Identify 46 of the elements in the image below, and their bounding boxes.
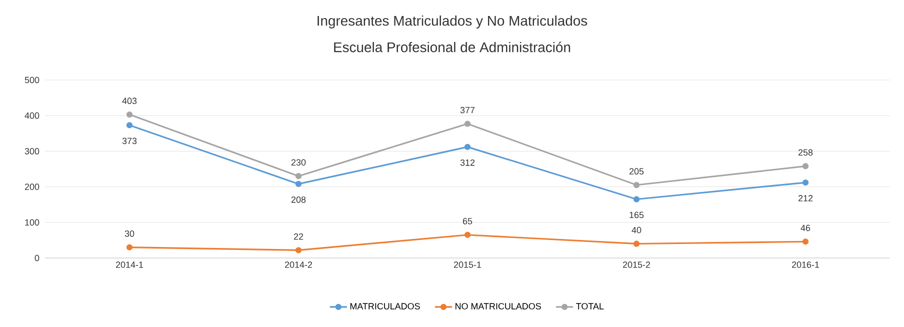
point xyxy=(802,163,809,170)
point xyxy=(126,111,133,118)
x-tick-label: 2015-1 xyxy=(454,262,482,268)
point xyxy=(126,122,133,128)
point xyxy=(802,238,809,245)
data-label: 208 xyxy=(291,196,306,203)
point xyxy=(295,247,302,254)
point xyxy=(633,182,640,188)
data-label: 40 xyxy=(632,226,642,234)
y-tick-label: 300 xyxy=(24,148,40,154)
point xyxy=(633,240,640,247)
x-tick-label: 2016-1 xyxy=(792,262,820,268)
y-tick-label: 100 xyxy=(25,219,40,226)
y-tick-label: 400 xyxy=(24,112,40,119)
legend-label: MATRICULADOS xyxy=(350,303,420,310)
x-tick-label: 2015-2 xyxy=(623,262,650,268)
point xyxy=(295,180,302,188)
data-label: 230 xyxy=(291,159,306,166)
x-tick-label: 2014-2 xyxy=(285,262,312,268)
data-label: 165 xyxy=(630,212,644,218)
point xyxy=(295,173,302,180)
legend-label: NO MATRICULADOS xyxy=(456,303,541,310)
y-tick-label: 200 xyxy=(24,184,40,190)
point xyxy=(464,144,471,150)
legend-label: TOTAL xyxy=(576,303,604,310)
data-label: 403 xyxy=(122,98,137,104)
point xyxy=(802,179,809,186)
y-tick-label: 0 xyxy=(34,254,40,262)
chart-subtitle: Escuela Profesional de Administración xyxy=(334,42,570,52)
data-label: 373 xyxy=(122,138,137,144)
data-label: 46 xyxy=(800,224,810,232)
data-label: 65 xyxy=(462,218,472,224)
data-label: 377 xyxy=(460,106,475,114)
point xyxy=(464,232,471,238)
point xyxy=(126,244,133,250)
data-label: 258 xyxy=(798,149,813,156)
data-label: 205 xyxy=(629,168,644,175)
chart-title: Ingresantes Matriculados y No Matriculados xyxy=(318,15,588,28)
data-label: 312 xyxy=(460,159,475,166)
point xyxy=(633,196,640,202)
point xyxy=(464,120,471,127)
y-tick-label: 500 xyxy=(24,76,40,84)
data-label: 212 xyxy=(798,195,813,202)
data-label: 22 xyxy=(294,233,304,240)
data-label: 30 xyxy=(124,230,134,237)
x-tick-label: 2014-1 xyxy=(116,262,144,268)
